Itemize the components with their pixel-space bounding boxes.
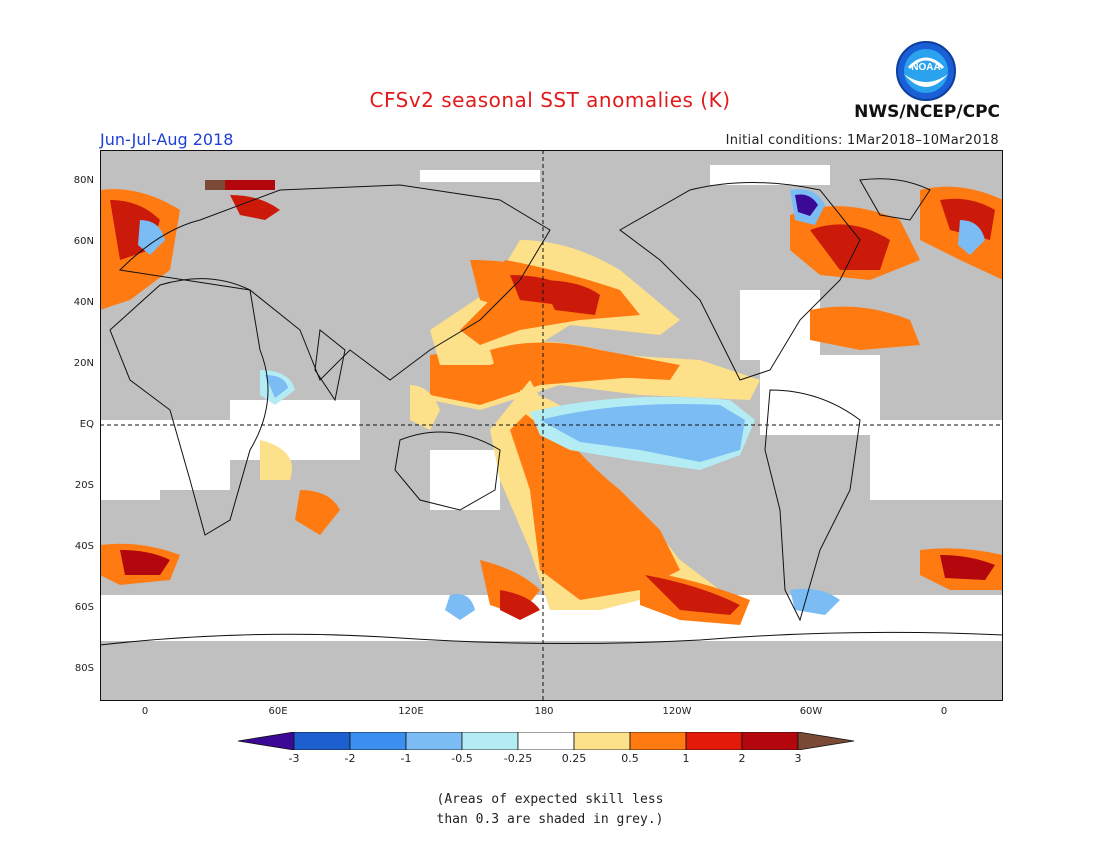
skill-note: (Areas of expected skill less than 0.3 a… [0, 790, 1100, 830]
colorbar-segment [741, 731, 799, 751]
coastlines [99, 178, 1004, 646]
lat-label: 20N [73, 358, 94, 369]
colorbar-tick-label: -2 [344, 752, 356, 765]
lat-label: 80S [74, 663, 94, 674]
skill-note-line: (Areas of expected skill less [436, 792, 664, 807]
colorbar-segment [405, 731, 463, 751]
lon-label: 60W [799, 706, 823, 717]
colorbar [237, 731, 862, 754]
colorbar-segment [293, 731, 351, 751]
colorbar-tick-label: -1 [400, 752, 412, 765]
season-label: Jun-Jul-Aug 2018 [100, 130, 234, 149]
noaa-logo: NOAA [895, 40, 957, 106]
lat-label: 40S [74, 541, 94, 552]
lat-label: 40N [73, 297, 94, 308]
initial-conditions-label: Initial conditions: 1Mar2018–10Mar2018 [725, 133, 999, 148]
colorbar-tick-label: -0.5 [451, 752, 473, 765]
colorbar-segment [461, 731, 519, 751]
colorbar-tick-label: 3 [794, 752, 802, 765]
colorbar-segment [349, 731, 407, 751]
colorbar-tick-label: 0.5 [621, 752, 639, 765]
sst-anomaly-map [99, 149, 1004, 702]
colorbar-tick-label: 1 [682, 752, 690, 765]
colorbar-tick-label: -0.25 [503, 752, 533, 765]
colorbar-segment [517, 731, 575, 751]
lon-label: 0 [940, 706, 948, 717]
colorbar-tick-label: 2 [738, 752, 746, 765]
lat-label: 20S [74, 480, 94, 491]
lat-label: 80N [73, 175, 94, 186]
colorbar-tick-label: -3 [288, 752, 300, 765]
lat-label: 60N [73, 236, 94, 247]
colorbar-segment [629, 731, 687, 751]
lon-label: 180 [534, 706, 554, 717]
lat-label: 60S [74, 602, 94, 613]
cool-anomaly-regions [138, 189, 985, 620]
colorbar-tick-label: 0.25 [561, 752, 587, 765]
lon-label: 120W [662, 706, 692, 717]
colorbar-segment [237, 731, 295, 751]
colorbar-segment [685, 731, 743, 751]
lon-label: 0 [141, 706, 149, 717]
colorbar-segment [573, 731, 631, 751]
lat-label: EQ [79, 419, 94, 430]
map-title: CFSv2 seasonal SST anomalies (K) [369, 88, 731, 112]
colorbar-segment [797, 731, 855, 751]
agency-label: NWS/NCEP/CPC [854, 102, 1000, 122]
noaa-logo-text: NOAA [911, 62, 940, 73]
lon-label: 60E [268, 706, 288, 717]
skill-note-line: than 0.3 are shaded in grey.) [436, 812, 664, 827]
lon-label: 120E [398, 706, 424, 717]
